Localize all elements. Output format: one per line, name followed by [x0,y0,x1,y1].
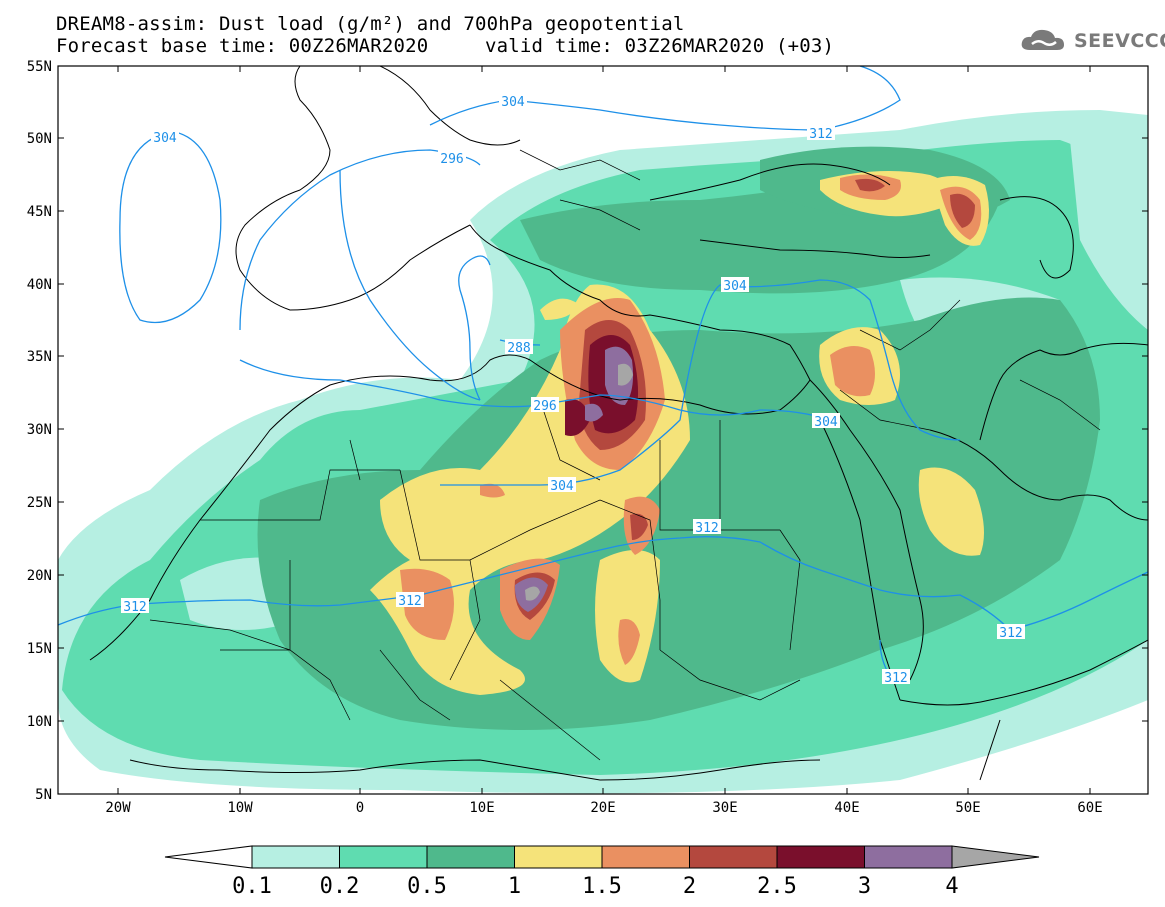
colorbar-label: 2.5 [757,874,797,899]
lon-label: 10E [469,800,494,816]
contour-label: 304 [151,129,179,146]
svg-text:312: 312 [884,671,907,686]
contour-label: 296 [438,150,466,167]
svg-text:304: 304 [153,131,177,146]
contour-label: 312 [807,125,835,142]
borders [149,149,1101,761]
lat-label: 50N [27,131,52,147]
colorbar-segment [601,845,690,869]
lat-label: 45N [27,204,52,220]
lon-label: 10W [227,800,253,816]
colorbar-label: 2 [683,874,696,899]
svg-text:304: 304 [814,415,838,430]
colorbar-segment [251,845,340,869]
colorbar-label: 0.2 [320,874,360,899]
contour-label: 312 [693,519,721,536]
colorbar-segment [776,845,865,869]
contour-label: 312 [121,598,149,615]
lon-label: 50E [955,800,980,816]
colorbar-label: 1.5 [582,874,622,899]
lat-label: 15N [27,641,52,657]
base-time-label: Forecast base time: 00Z26MAR2020 [56,35,429,57]
lat-label: 55N [27,59,52,75]
lat-label: 40N [27,277,52,293]
colorbar-label: 0.5 [407,874,447,899]
svg-text:312: 312 [123,600,146,615]
svg-text:312: 312 [999,626,1022,641]
contour-label: 304 [721,277,749,294]
contour-labels: 304 304 312 296 304 288 296 304 304 312 312 312 312 3… [121,93,1025,686]
lat-label: 25N [27,495,52,511]
svg-text:296: 296 [440,152,463,167]
lat-label: 10N [27,714,52,730]
colorbar-label: 4 [945,874,958,899]
contour-label: 288 [505,339,533,356]
colorbar-segment [689,845,778,869]
lat-label: 30N [27,422,52,438]
lat-label: 5N [35,787,52,803]
colorbar-segment [864,845,953,869]
lon-label: 60E [1077,800,1102,816]
contour-label: 304 [548,477,576,494]
coastlines [89,66,1148,781]
svg-text:312: 312 [695,521,718,536]
lat-label: 35N [27,349,52,365]
lat-label: 20N [27,568,52,584]
svg-text:312: 312 [398,594,421,609]
colorbar-label: 0.1 [232,874,272,899]
logo-text: SEEVCCC [1074,30,1165,52]
cloud-icon [1021,29,1064,50]
contour-label: 304 [499,93,527,110]
colorbar-label: 1 [508,874,521,899]
lon-label: 20W [105,800,131,816]
lon-label: 40E [834,800,859,816]
valid-time-label: valid time: 03Z26MAR2020 (+03) [485,35,835,57]
lon-label: 30E [712,800,737,816]
svg-text:288: 288 [507,341,530,356]
contour-label: 304 [812,413,840,430]
colorbar-label: 3 [858,874,871,899]
colorbar-segment [426,845,515,869]
colorbar-arrow-left [164,845,253,869]
seevccc-logo: SEEVCCC [1018,26,1165,56]
contour-label: 312 [882,669,910,686]
contour-label: 312 [396,592,424,609]
svg-text:304: 304 [723,279,747,294]
svg-text:312: 312 [809,127,832,142]
contour-label: 312 [997,624,1025,641]
svg-text:296: 296 [533,399,556,414]
lon-label: 20E [590,800,615,816]
svg-text:304: 304 [550,479,574,494]
contour-label: 296 [531,397,559,414]
svg-text:304: 304 [501,95,525,110]
colorbar-segment [339,845,428,869]
colorbar-segment [514,845,603,869]
colorbar [164,845,1040,869]
map-title: DREAM8-assim: Dust load (g/m²) and 700hP… [56,13,685,35]
lon-label: 0 [356,800,364,816]
colorbar-arrow-right [951,845,1040,869]
